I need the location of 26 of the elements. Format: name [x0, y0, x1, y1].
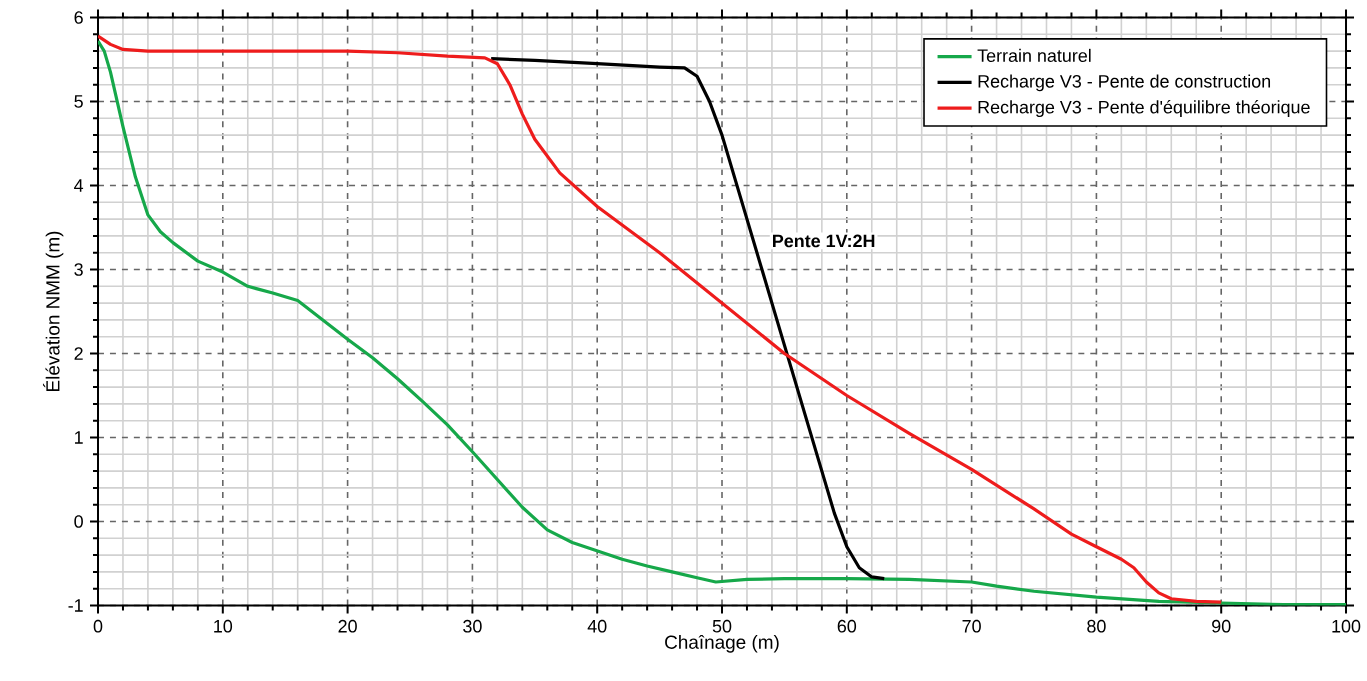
legend-label: Recharge V3 - Pente de construction — [978, 74, 1271, 92]
x-tick-label: 60 — [837, 619, 857, 633]
x-tick-label: 0 — [93, 619, 103, 633]
legend-label: Terrain naturel — [977, 48, 1091, 63]
y-tick-label: 2 — [74, 347, 83, 360]
y-tick-label: 0 — [74, 515, 83, 528]
x-tick-label: 40 — [587, 619, 607, 633]
x-tick-label: 10 — [214, 619, 233, 633]
x-tick-label: 30 — [463, 619, 482, 633]
line-series — [489, 57, 886, 581]
y-tick-label: 1 — [75, 431, 83, 444]
x-tick-label: 90 — [1212, 619, 1231, 633]
x-tick-label: 70 — [962, 619, 981, 633]
x-axis-title: Chaînage (m) — [665, 634, 779, 653]
legend-label: Recharge V3 - Pente d'équilibre théorique — [978, 100, 1310, 118]
x-tick-label: 50 — [712, 619, 732, 633]
y-tick-label: 5 — [74, 95, 83, 108]
y-tick-label: -1 — [68, 599, 83, 612]
x-tick-label: 80 — [1087, 619, 1106, 633]
y-tick-label: 3 — [74, 263, 83, 276]
x-tick-label: 20 — [338, 619, 357, 633]
y-tick-label: 4 — [74, 179, 84, 192]
y-axis-title: Élévation NMM (m) — [42, 231, 64, 391]
x-tick-label: 100 — [1332, 619, 1361, 633]
annotation: Pente 1V:2H — [773, 234, 875, 248]
y-tick-label: 6 — [74, 11, 83, 24]
